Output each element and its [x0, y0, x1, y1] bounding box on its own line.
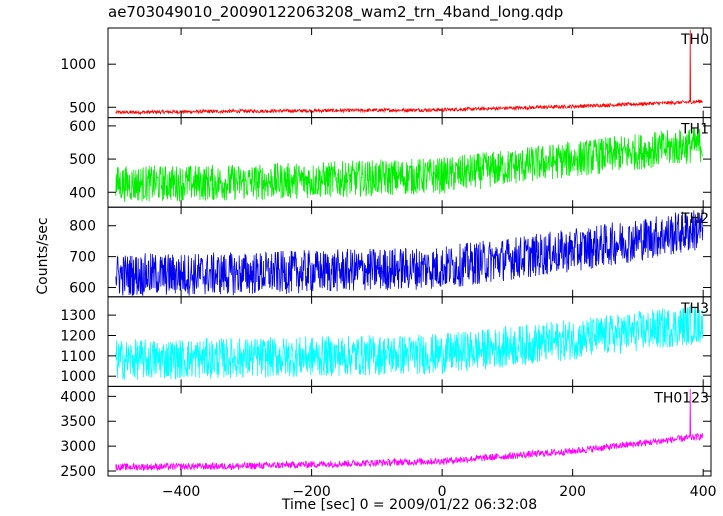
y-tick-label: 600: [69, 281, 96, 297]
y-tick-label: 1000: [60, 369, 96, 385]
x-axis-label: Time [sec] 0 = 2009/01/22 06:32:08: [281, 497, 538, 513]
panel-label: TH1: [680, 122, 709, 138]
y-tick-label: 500: [69, 100, 96, 116]
y-tick-label: 1300: [60, 308, 96, 324]
y-tick-label: 600: [69, 119, 96, 135]
y-tick-label: 4000: [60, 389, 96, 405]
panel-label: TH0: [680, 32, 709, 48]
y-tick-label: 3000: [60, 439, 96, 455]
series-line-th3: [115, 305, 704, 380]
x-tick-label: −200: [292, 484, 330, 500]
panel-label: TH0123: [653, 390, 709, 406]
y-tick-label: 2500: [60, 464, 96, 480]
series-line-th0: [115, 29, 703, 116]
x-tick-label: 0: [438, 484, 447, 500]
series-line-th1: [115, 127, 704, 203]
series-line-th0123: [115, 388, 704, 472]
series-line-th2: [115, 209, 704, 296]
panel-frame-th0123: [107, 385, 712, 477]
panel-label: TH3: [680, 301, 709, 317]
y-tick-label: 1000: [60, 57, 96, 73]
y-tick-label: 400: [69, 185, 96, 201]
x-tick-label: 400: [690, 484, 717, 500]
y-tick-label: 3500: [60, 414, 96, 430]
x-tick-label: −400: [162, 484, 200, 500]
y-tick-label: 700: [69, 250, 96, 266]
y-tick-label: 500: [69, 152, 96, 168]
panel-label: TH2: [680, 211, 709, 227]
y-tick-label: 1200: [60, 328, 96, 344]
y-tick-label: 1100: [60, 349, 96, 365]
x-tick-label: 200: [559, 484, 586, 500]
chart-title: ae703049010_20090122063208_wam2_trn_4ban…: [108, 3, 564, 21]
y-tick-label: 800: [69, 219, 96, 235]
